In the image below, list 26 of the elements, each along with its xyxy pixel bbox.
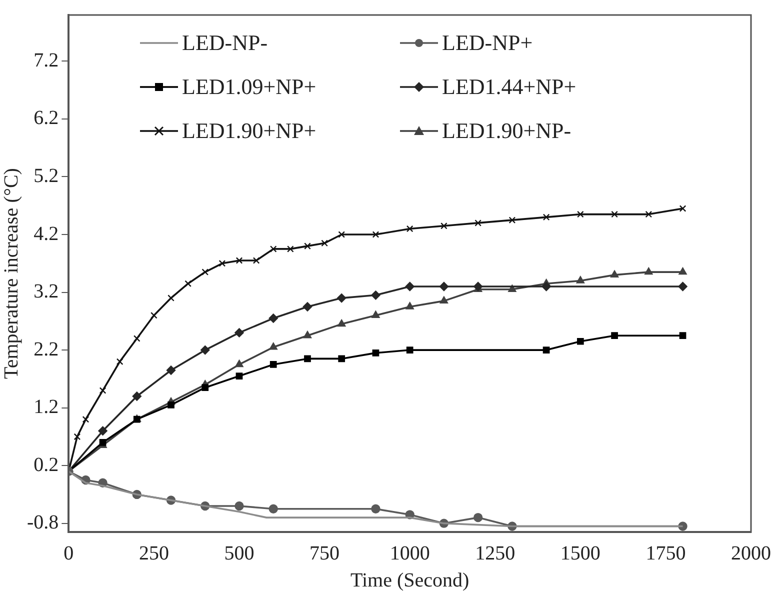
y-tick-label: 3.2 [34, 280, 59, 303]
legend-label: LED-NP+ [442, 30, 533, 56]
x-axis-title: Time (Second) [350, 569, 470, 592]
y-tick-label: 7.2 [34, 49, 59, 72]
x-tick-label: 1000 [390, 542, 430, 564]
y-tick-label: 2.2 [34, 338, 59, 360]
x-tick-label: 1500 [560, 542, 600, 564]
x-tick-label: 0 [64, 542, 74, 564]
y-tick-label: 5.2 [34, 164, 59, 187]
y-axis-title: Temperature increase (°C) [0, 168, 22, 379]
x-tick-label: 500 [224, 542, 254, 564]
legend-label: LED1.90+NP- [442, 118, 572, 144]
legend-label: LED-NP- [182, 30, 268, 56]
x-tick-label: 250 [138, 542, 169, 564]
x-tick-label: 2000 [731, 542, 771, 564]
y-tick-label: 4.2 [34, 222, 59, 245]
legend-label: LED1.09+NP+ [182, 74, 316, 100]
y-tick-label: 1.2 [34, 396, 59, 418]
x-tick-label: 1250 [475, 542, 516, 564]
x-tick-label: 750 [310, 542, 340, 564]
y-tick-label: 0.2 [34, 454, 59, 476]
legend-label: LED1.44+NP+ [442, 74, 576, 100]
y-tick-label: -0.8 [26, 512, 59, 534]
x-tick-label: 1750 [646, 542, 686, 564]
legend-label: LED1.90+NP+ [182, 118, 316, 144]
y-tick-label: 6.2 [34, 107, 59, 130]
